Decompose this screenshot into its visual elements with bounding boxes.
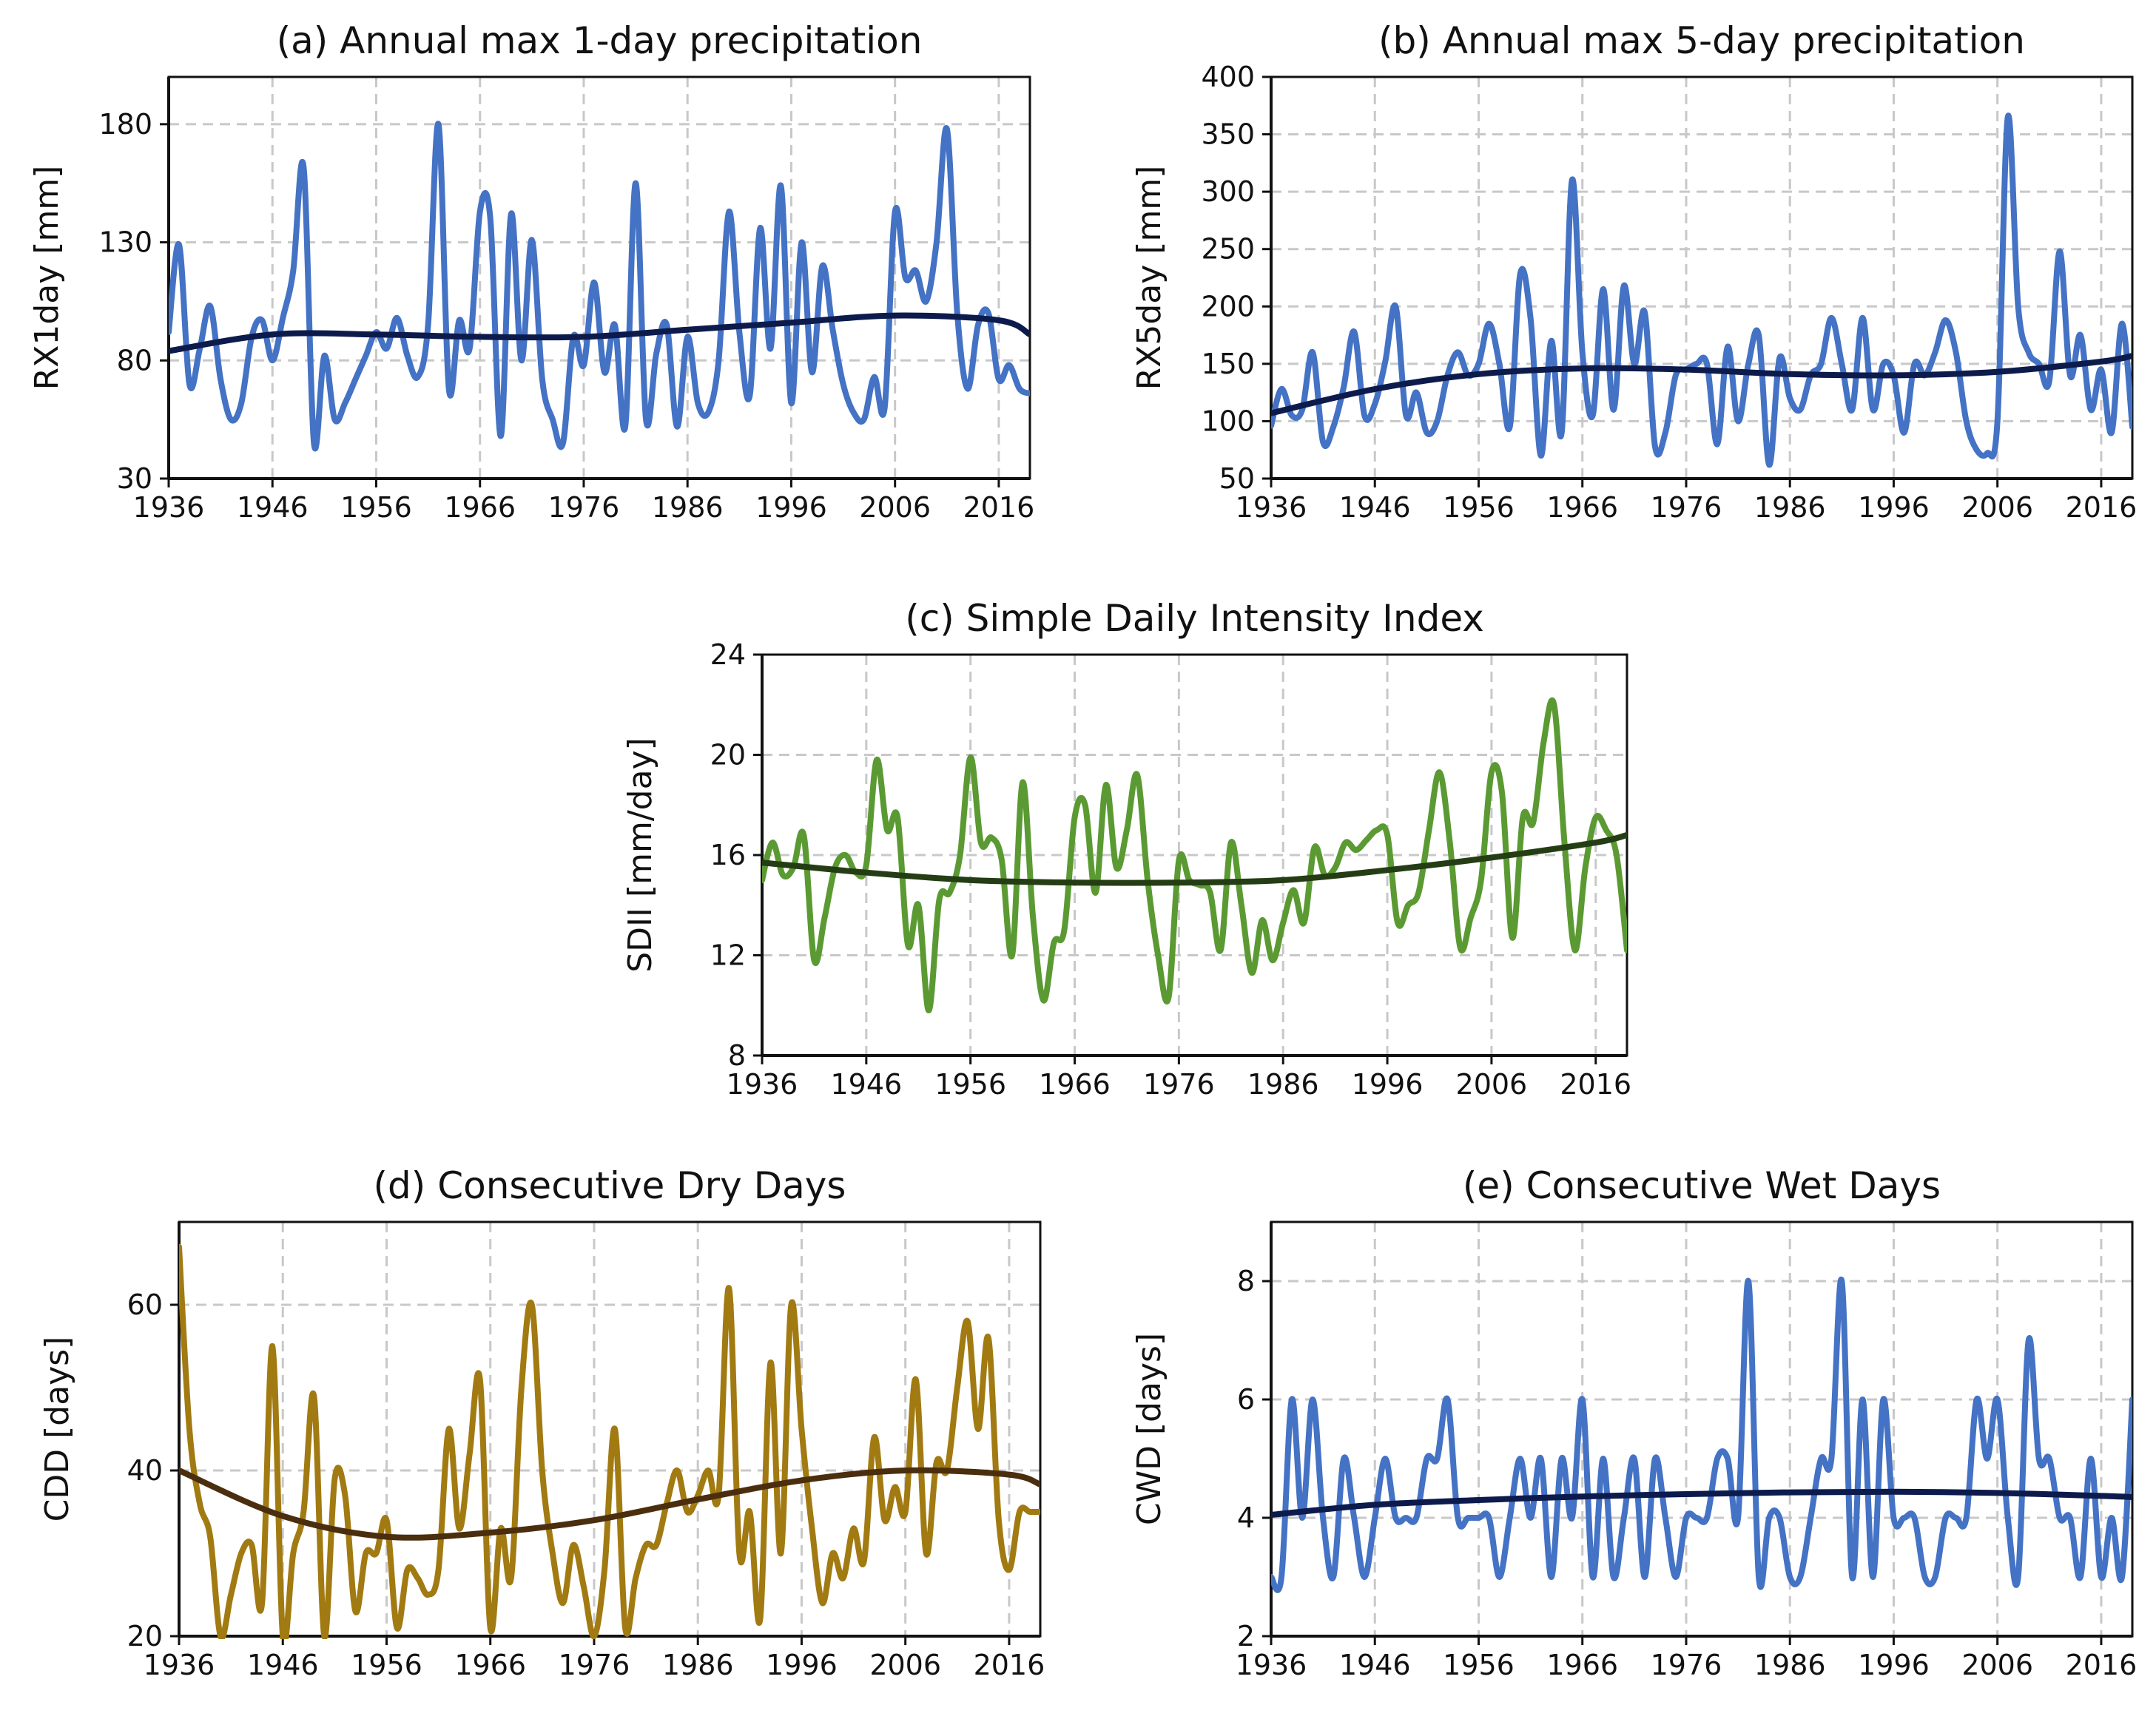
x-tick-label: 1956 — [351, 1649, 422, 1681]
x-tick-label: 2006 — [869, 1649, 941, 1681]
y-tick-label: 60 — [127, 1289, 163, 1321]
x-tick-label: 1936 — [727, 1068, 798, 1101]
x-tick-label: 1976 — [559, 1649, 630, 1681]
y-tick-label: 130 — [98, 226, 152, 259]
x-tick-label: 1976 — [1143, 1068, 1215, 1101]
x-tick-label: 1976 — [548, 491, 620, 524]
x-tick-label: 1946 — [247, 1649, 319, 1681]
y-tick-label: 30 — [117, 462, 152, 495]
x-tick-label: 2006 — [1961, 491, 2033, 524]
y-tick-label: 20 — [127, 1620, 163, 1652]
panel-title: (c) Simple Daily Intensity Index — [905, 597, 1484, 640]
x-tick-label: 2006 — [1456, 1068, 1528, 1101]
y-tick-label: 400 — [1201, 61, 1255, 93]
x-tick-label: 1936 — [133, 491, 205, 524]
trend-line — [179, 1467, 1040, 1541]
x-tick-label: 1996 — [766, 1649, 838, 1681]
y-tick-label: 80 — [117, 344, 152, 376]
x-tick-label: 1996 — [1858, 491, 1930, 524]
y-axis-title: RX5day [mm] — [1131, 166, 1168, 391]
x-tick-label: 1996 — [1352, 1068, 1424, 1101]
y-tick-label: 4 — [1237, 1502, 1255, 1534]
x-tick-label: 1956 — [340, 491, 412, 524]
y-axis-title: SDII [mm/day] — [621, 737, 659, 973]
x-tick-label: 1966 — [1546, 1649, 1618, 1681]
series-line-rx5day — [1271, 112, 2132, 468]
panel-c-sdii: 1936 1946 1956 1966 1976 1986 1996 2006 2016 8 12 1… — [621, 597, 1631, 1101]
series-line-rx1day — [169, 121, 1030, 452]
y-tick-label: 2 — [1237, 1620, 1255, 1652]
plot-area-frame — [167, 75, 1031, 480]
x-tick-label: 1986 — [1754, 1649, 1826, 1681]
x-tick-label: 1946 — [1339, 1649, 1411, 1681]
x-tick-label: 1986 — [652, 491, 724, 524]
x-tick-label: 1986 — [662, 1649, 734, 1681]
x-tick-label: 1936 — [144, 1649, 215, 1681]
panel-a-rx1day: 1936 1946 1956 1966 1976 1986 1996 2006 2016 30 80… — [28, 19, 1034, 524]
x-tick-label: 1946 — [237, 491, 309, 524]
panel-title: (d) Consecutive Dry Days — [374, 1164, 846, 1207]
y-tick-label: 150 — [1201, 348, 1255, 380]
y-tick-label: 40 — [127, 1454, 163, 1487]
x-tick-label: 2016 — [963, 491, 1035, 524]
y-tick-label: 350 — [1201, 118, 1255, 151]
panel-title: (a) Annual max 1-day precipitation — [277, 19, 923, 62]
panel-d-cdd: 1936 1946 1956 1966 1976 1986 1996 2006 2016 20 40… — [38, 1164, 1045, 1681]
y-tick-label: 100 — [1201, 405, 1255, 437]
x-tick-label: 1936 — [1236, 491, 1307, 524]
y-tick-label: 200 — [1201, 290, 1255, 322]
y-tick-label: 24 — [710, 638, 746, 671]
trend-line — [762, 831, 1627, 886]
y-tick-label: 16 — [710, 839, 746, 871]
x-tick-label: 2016 — [2066, 491, 2138, 524]
y-tick-label: 12 — [710, 939, 746, 972]
x-tick-label: 1986 — [1247, 1068, 1319, 1101]
y-tick-label: 180 — [98, 108, 152, 141]
trend-line — [169, 312, 1030, 354]
x-tick-label: 1976 — [1651, 1649, 1722, 1681]
x-tick-label: 1996 — [1858, 1649, 1930, 1681]
y-tick-label: 250 — [1201, 233, 1255, 266]
y-tick-label: 300 — [1201, 175, 1255, 208]
x-tick-label: 1936 — [1236, 1649, 1307, 1681]
y-tick-label: 50 — [1219, 462, 1255, 495]
y-tick-label: 8 — [1237, 1265, 1255, 1297]
x-tick-label: 1966 — [444, 491, 516, 524]
panel-b-rx5day: 1936 1946 1956 1966 1976 1986 1996 2006 2016 50 10… — [1131, 19, 2137, 524]
x-tick-label: 2006 — [859, 491, 931, 524]
panel-e-cwd: 1936 1946 1956 1966 1976 1986 1996 2006 2016 2 4 6 8… — [1131, 1164, 2137, 1681]
y-tick-label: 20 — [710, 739, 746, 771]
x-tick-label: 1946 — [830, 1068, 902, 1101]
x-tick-label: 2016 — [2066, 1649, 2138, 1681]
y-axis-title: RX1day [mm] — [28, 166, 66, 391]
x-tick-label: 1966 — [454, 1649, 526, 1681]
y-axis-title: CWD [days] — [1131, 1333, 1168, 1525]
trend-line — [1271, 1488, 2132, 1518]
series-line-sdii — [762, 697, 1627, 1014]
panel-title: (b) Annual max 5-day precipitation — [1378, 19, 2025, 62]
x-tick-label: 1976 — [1651, 491, 1722, 524]
series-line-cwd — [1271, 1276, 2132, 1593]
series-line-cdd — [179, 1243, 1040, 1639]
x-tick-label: 1956 — [934, 1068, 1006, 1101]
x-tick-label: 1946 — [1339, 491, 1411, 524]
x-tick-label: 1966 — [1039, 1068, 1111, 1101]
x-tick-label: 1986 — [1754, 491, 1826, 524]
x-tick-label: 1956 — [1443, 491, 1515, 524]
x-tick-label: 2016 — [974, 1649, 1045, 1681]
y-axis-title: CDD [days] — [38, 1337, 76, 1522]
x-tick-label: 2016 — [1560, 1068, 1631, 1101]
trend-line — [1271, 353, 2132, 416]
y-tick-label: 8 — [728, 1039, 746, 1072]
x-tick-label: 1996 — [755, 491, 827, 524]
y-tick-label: 6 — [1237, 1383, 1255, 1416]
panel-title: (e) Consecutive Wet Days — [1463, 1164, 1941, 1207]
x-tick-label: 2006 — [1961, 1649, 2033, 1681]
x-tick-label: 1956 — [1443, 1649, 1515, 1681]
x-tick-label: 1966 — [1546, 491, 1618, 524]
